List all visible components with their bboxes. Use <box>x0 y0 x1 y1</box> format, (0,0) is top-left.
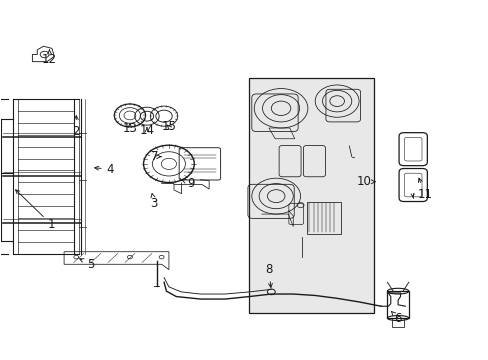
Text: 9: 9 <box>182 177 194 190</box>
Text: 3: 3 <box>150 193 158 210</box>
Text: 12: 12 <box>42 50 57 66</box>
Text: 2: 2 <box>72 116 80 138</box>
Text: 11: 11 <box>417 178 431 201</box>
Text: 8: 8 <box>264 263 272 287</box>
Text: 6: 6 <box>390 311 401 325</box>
Text: 1: 1 <box>16 190 56 231</box>
Text: 5: 5 <box>80 258 94 271</box>
Text: 10: 10 <box>356 175 374 188</box>
Bar <box>391 318 403 327</box>
Bar <box>306 202 340 234</box>
Text: 4: 4 <box>95 163 114 176</box>
Text: 14: 14 <box>139 124 154 137</box>
Text: 7: 7 <box>150 150 161 163</box>
Bar <box>249 78 373 313</box>
Bar <box>386 291 408 318</box>
Text: 13: 13 <box>122 122 137 135</box>
Text: 15: 15 <box>161 121 176 134</box>
